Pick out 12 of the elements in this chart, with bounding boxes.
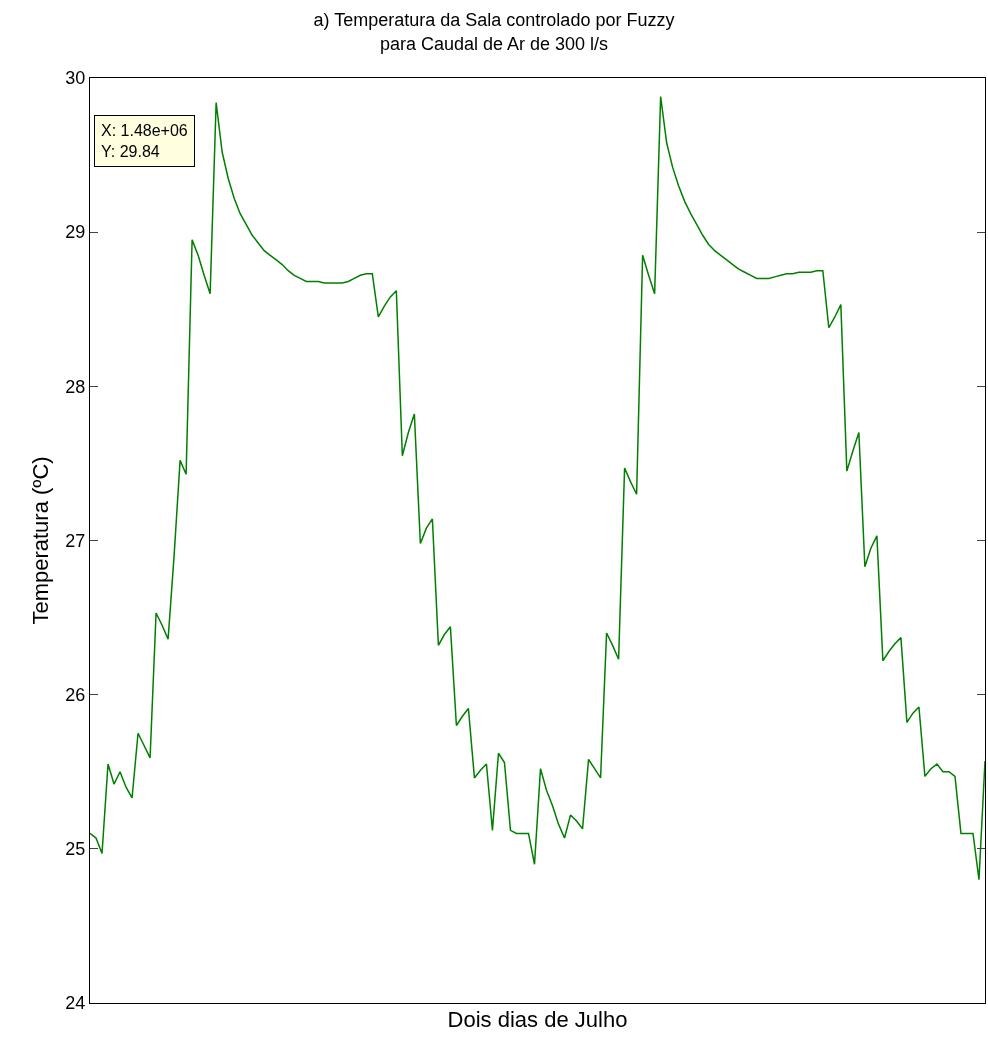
y-tick-label: 29 <box>65 222 86 243</box>
y-tick-label: 28 <box>65 376 86 397</box>
y-tick-label: 30 <box>65 68 86 89</box>
annotation: X: 1.48e+06 Y: 29.84 <box>101 122 188 160</box>
y-tick-label: 27 <box>65 530 86 551</box>
x-axis-title: Dois dias de Julho <box>447 1006 628 1032</box>
chart-title: a) Temperatura da Sala controlado por Fuzzy para Caudal de Ar de 300 l/s <box>313 10 675 54</box>
y-tick-label: 26 <box>65 684 86 705</box>
y-tick-label: 25 <box>65 839 86 860</box>
y-tick-label: 24 <box>65 993 86 1014</box>
y-axis-title: Temperatura (ºC) <box>28 456 54 625</box>
line-series <box>90 95 985 881</box>
